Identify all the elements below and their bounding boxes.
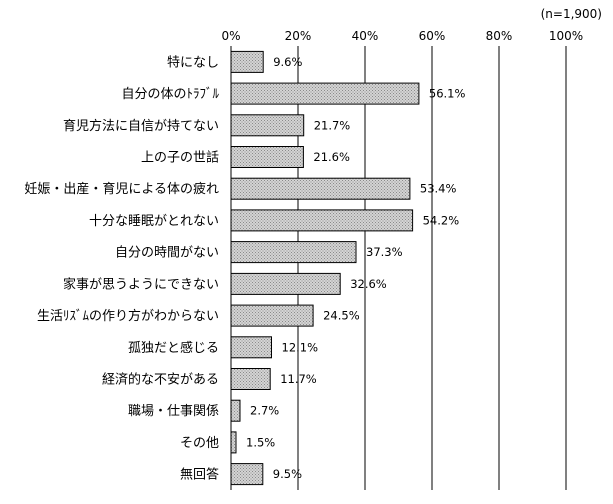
category-label: その他 bbox=[180, 436, 219, 451]
bar bbox=[230, 209, 414, 232]
data-label: 11.7% bbox=[280, 372, 317, 386]
bar bbox=[230, 146, 304, 168]
bar bbox=[230, 50, 264, 73]
data-label: 9.5% bbox=[273, 467, 302, 481]
x-tick-label: 100% bbox=[549, 29, 583, 43]
data-label: 1.5% bbox=[246, 435, 275, 449]
category-label: 孤独だと感じる bbox=[128, 340, 219, 356]
data-label: 56.1% bbox=[429, 87, 466, 101]
bars bbox=[230, 50, 420, 486]
bar bbox=[230, 272, 341, 295]
data-label: 2.7% bbox=[250, 404, 279, 418]
category-label: 自分の時間がない bbox=[115, 246, 219, 261]
data-label: 24.5% bbox=[323, 309, 360, 323]
bar bbox=[230, 368, 271, 390]
x-axis-ticks: 0% 20% 40% 60% 80% 100% bbox=[221, 29, 583, 43]
category-label: 特になし bbox=[167, 55, 219, 70]
category-label: 妊娠・出産・育児による体の疲れ bbox=[24, 181, 219, 197]
x-tick-label: 0% bbox=[221, 29, 240, 43]
category-label: 育児方法に自信が持てない bbox=[63, 118, 219, 134]
x-tick-label: 20% bbox=[285, 29, 312, 43]
category-label: 家事が思うようにできない bbox=[63, 276, 219, 292]
data-label: 32.6% bbox=[350, 277, 387, 291]
data-label: 53.4% bbox=[420, 182, 457, 196]
data-label: 54.2% bbox=[423, 213, 460, 227]
bar bbox=[230, 82, 420, 105]
category-label: 十分な睡眠がとれない bbox=[89, 214, 219, 229]
sample-size-note: (n=1,900) bbox=[541, 7, 602, 21]
category-label: 上の子の世話 bbox=[141, 150, 219, 166]
bar bbox=[230, 463, 264, 486]
bar bbox=[230, 177, 411, 200]
bar bbox=[230, 431, 237, 454]
data-label: 21.7% bbox=[314, 118, 351, 132]
bar bbox=[230, 304, 314, 327]
data-label: 37.3% bbox=[366, 245, 403, 259]
data-label: 12.1% bbox=[282, 340, 319, 354]
category-label: 生活ﾘｽﾞﾑの作り方がわからない bbox=[37, 308, 219, 324]
category-label: 職場・仕事関係 bbox=[128, 404, 219, 419]
bar bbox=[230, 114, 305, 137]
x-tick-label: 60% bbox=[419, 29, 446, 43]
bar bbox=[230, 399, 241, 422]
bar bbox=[230, 336, 272, 359]
data-label: 21.6% bbox=[313, 150, 350, 164]
x-tick-label: 80% bbox=[486, 29, 513, 43]
x-tick-label: 40% bbox=[352, 29, 379, 43]
grid-lines bbox=[297, 46, 567, 490]
data-labels: 9.6% 56.1% 21.7% 21.6% 53.4% 54.2% 37.3% 32.6% 2… bbox=[246, 55, 466, 481]
category-label: 無回答 bbox=[180, 467, 219, 483]
bar bbox=[230, 241, 357, 264]
data-label: 9.6% bbox=[273, 55, 302, 69]
category-label: 自分の体のﾄﾗﾌﾞﾙ bbox=[121, 87, 219, 102]
category-label: 経済的な不安がある bbox=[102, 372, 219, 388]
